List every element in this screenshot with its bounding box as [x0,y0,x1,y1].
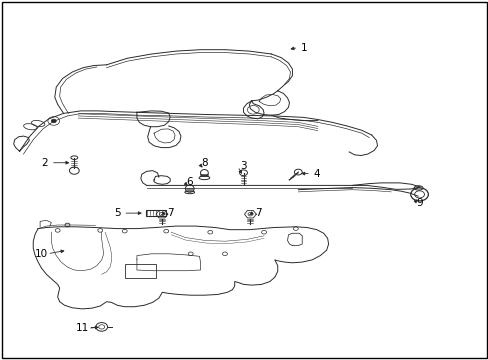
Text: 11: 11 [75,323,89,333]
Text: 8: 8 [201,158,207,168]
Text: 1: 1 [300,42,307,53]
Text: 3: 3 [240,161,246,171]
Text: 7: 7 [166,208,173,218]
Text: 9: 9 [415,198,422,208]
Bar [145,210,166,216]
Circle shape [51,119,56,123]
Text: 10: 10 [35,249,48,259]
Text: 4: 4 [313,168,320,179]
Text: 5: 5 [114,208,121,218]
Bar [124,264,156,278]
Text: 2: 2 [41,158,48,168]
Text: 6: 6 [186,177,193,187]
Text: 7: 7 [254,208,261,218]
